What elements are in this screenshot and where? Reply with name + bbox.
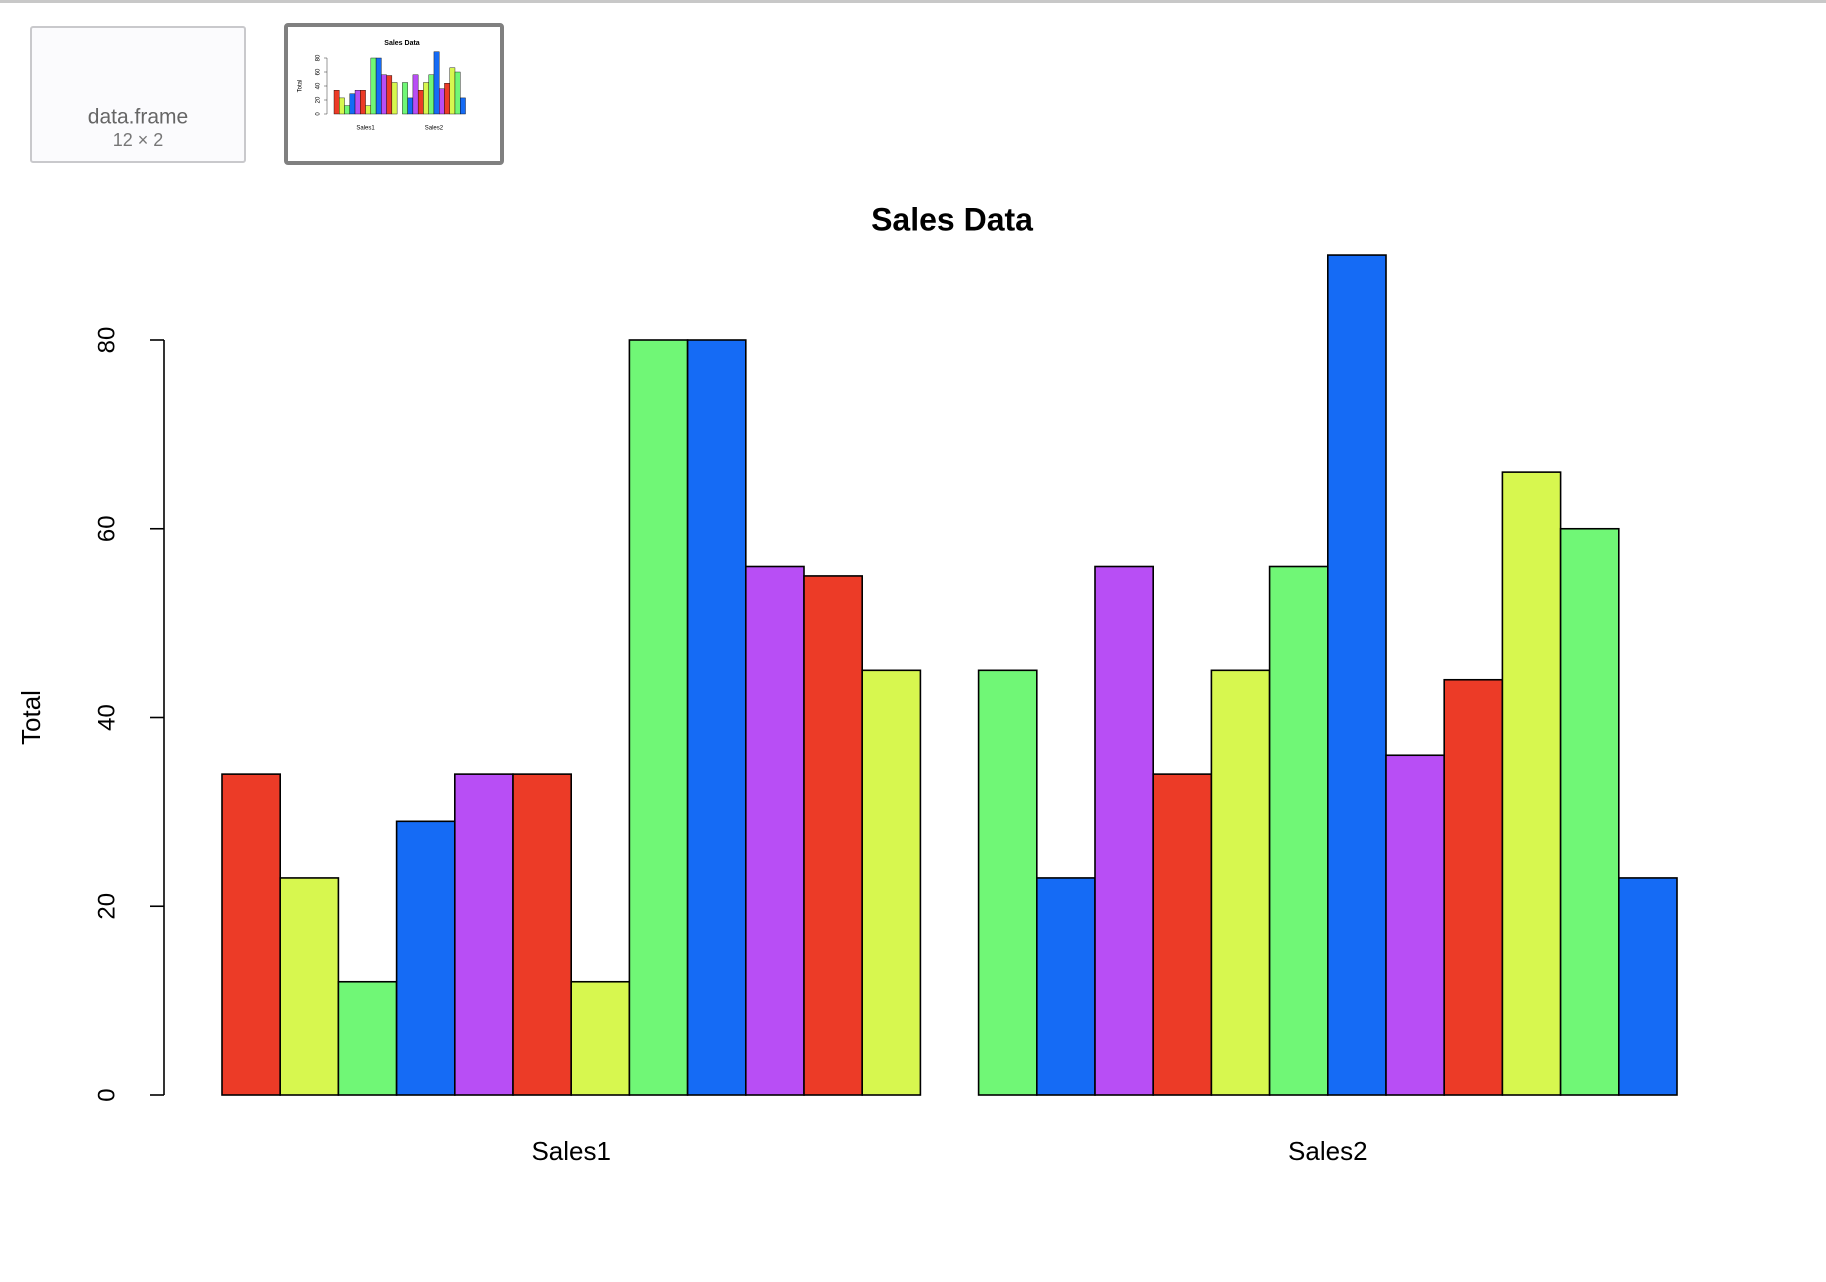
thumbnail-label: data.frame: [88, 106, 188, 129]
y-tick-label: 0: [316, 112, 322, 116]
bar: [417, 89, 424, 115]
bar: [1210, 669, 1271, 1096]
bar: [444, 82, 450, 115]
y-axis-label: Total: [298, 80, 304, 93]
bar: [1385, 754, 1446, 1096]
bar: [412, 74, 419, 115]
bar: [453, 773, 514, 1096]
x-tick-label: Sales1: [356, 126, 375, 132]
bar: [454, 71, 461, 115]
y-tick-label: 60: [93, 515, 120, 542]
x-tick-label: Sales1: [531, 1136, 611, 1166]
bar: [349, 93, 356, 115]
bar: [402, 82, 408, 115]
bar: [1559, 527, 1620, 1096]
bar: [344, 105, 350, 115]
bar: [744, 565, 805, 1096]
y-tick-label: 0: [93, 1088, 120, 1101]
bar: [360, 89, 366, 115]
bar: [279, 877, 340, 1096]
bar: [428, 74, 435, 115]
y-axis-label: Total: [16, 690, 46, 745]
bar: [460, 97, 466, 115]
thumbnail-size: 12 × 2: [113, 130, 164, 150]
bar: [391, 82, 398, 115]
bar: [333, 89, 340, 115]
y-tick-label: 80: [316, 54, 322, 61]
y-tick-label: 20: [93, 893, 120, 920]
bar: [1036, 877, 1096, 1096]
bar: [407, 97, 414, 115]
bar: [381, 74, 387, 115]
y-tick-label: 80: [93, 327, 120, 354]
bar: [386, 75, 393, 115]
bar: [977, 669, 1038, 1096]
y-tick-label: 60: [316, 68, 322, 75]
y-tick-label: 40: [316, 82, 322, 89]
bar: [395, 820, 456, 1096]
bar: [1618, 877, 1678, 1096]
bar: [370, 57, 377, 115]
bar: [1327, 254, 1387, 1096]
bar: [375, 57, 382, 115]
bar: [433, 51, 440, 115]
bar: [1152, 773, 1213, 1096]
top-border: [0, 0, 1826, 3]
bar: [861, 669, 922, 1096]
bar: [339, 97, 345, 115]
bar: [803, 575, 864, 1096]
bar: [686, 339, 747, 1096]
bar: [1094, 565, 1155, 1096]
bar: [337, 980, 398, 1096]
bar: [628, 339, 689, 1096]
thumbnail-data-frame[interactable]: [30, 26, 246, 163]
chart-title: Sales Data: [871, 201, 1033, 237]
bar: [1501, 471, 1562, 1096]
x-tick-label: Sales2: [1288, 1136, 1368, 1166]
bar: [423, 82, 429, 115]
bar: [221, 773, 282, 1096]
bar: [439, 88, 445, 115]
bar: [1443, 678, 1504, 1096]
chart-title: Sales Data: [384, 40, 420, 47]
bar: [365, 105, 372, 115]
y-tick-label: 40: [93, 704, 120, 731]
bar: [570, 980, 631, 1096]
bar: [1268, 565, 1329, 1096]
bar: [449, 67, 456, 115]
y-tick-label: 20: [316, 96, 322, 103]
bar: [354, 89, 361, 115]
bar: [512, 773, 573, 1096]
x-tick-label: Sales2: [425, 126, 444, 132]
